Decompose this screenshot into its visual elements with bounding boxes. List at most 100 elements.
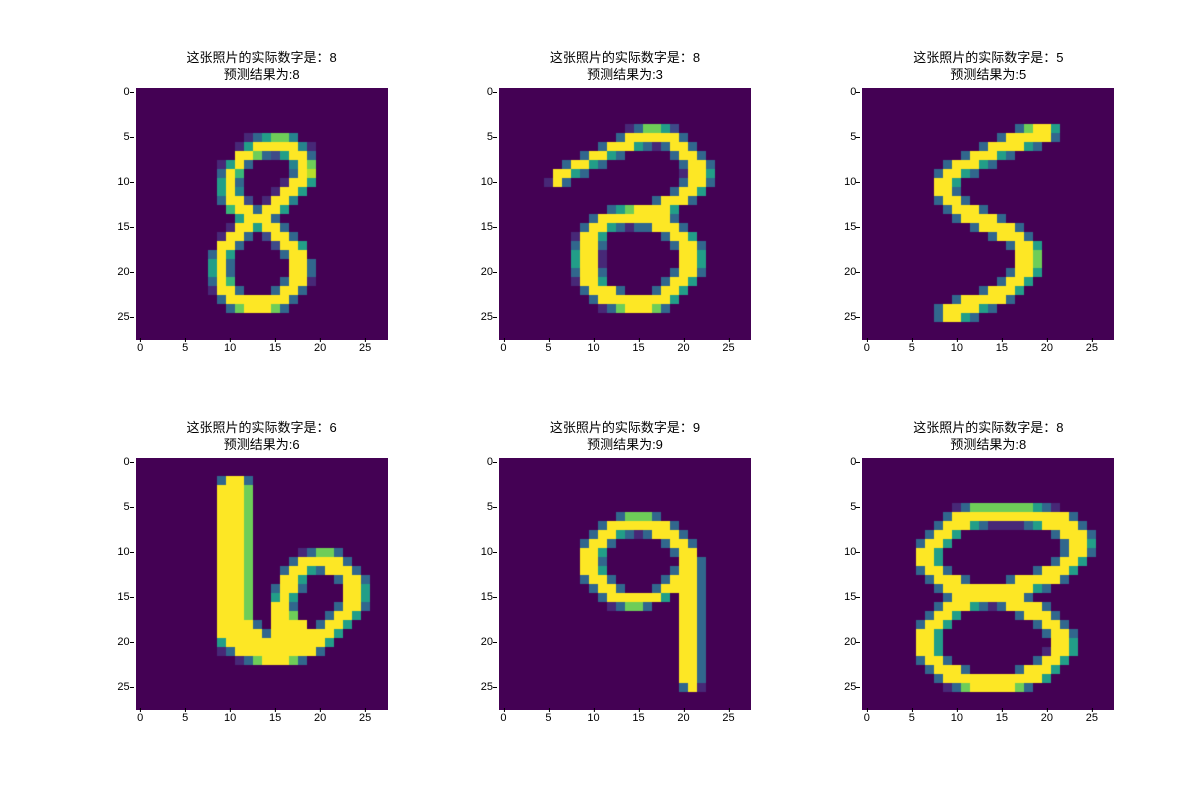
x-tick: 0: [500, 712, 506, 724]
x-tick: 0: [500, 342, 506, 354]
x-axis-ticks: 0 5 10 15 20 25: [862, 712, 1114, 726]
x-tick: 25: [359, 342, 371, 354]
y-tick: 5: [469, 131, 493, 143]
x-tick: 15: [632, 712, 644, 724]
y-tick: 25: [106, 681, 130, 693]
digit-image: [862, 88, 1114, 340]
subplot-2: 这张照片的实际数字是：5预测结果为:505101520250510152025: [827, 50, 1150, 400]
y-tick: 15: [106, 591, 130, 603]
y-tick: 10: [832, 546, 856, 558]
y-tick: 25: [832, 311, 856, 323]
x-tick: 20: [677, 712, 689, 724]
y-tick: 15: [832, 591, 856, 603]
subplot-title: 这张照片的实际数字是：9预测结果为:9: [550, 420, 700, 454]
y-tick: 0: [832, 86, 856, 98]
x-tick: 15: [632, 342, 644, 354]
x-tick: 5: [182, 712, 188, 724]
y-tick: 25: [832, 681, 856, 693]
title-actual-line: 这张照片的实际数字是：8: [913, 420, 1063, 437]
digit-image: [499, 458, 751, 710]
subplot-4: 这张照片的实际数字是：9预测结果为:9 05101520250510152025: [463, 420, 786, 770]
x-tick: 15: [996, 712, 1008, 724]
y-tick: 20: [106, 266, 130, 278]
x-tick: 5: [909, 342, 915, 354]
plot-area: 05101520250510152025: [136, 88, 388, 340]
x-tick: 15: [269, 712, 281, 724]
x-tick: 10: [951, 712, 963, 724]
y-tick: 5: [832, 131, 856, 143]
y-axis-ticks: 0510152025: [473, 88, 497, 340]
x-tick: 20: [1041, 342, 1053, 354]
subplot-1: 这张照片的实际数字是：8预测结果为:305101520250510152025: [463, 50, 786, 400]
y-tick: 20: [106, 636, 130, 648]
x-axis-ticks: 0510152025: [499, 712, 751, 726]
x-tick: 5: [545, 342, 551, 354]
y-tick: 25: [469, 681, 493, 693]
x-tick: 20: [677, 342, 689, 354]
subplot-title: 这张照片的实际数字是：8预测结果为:8: [913, 420, 1063, 454]
x-tick: 10: [224, 712, 236, 724]
title-predicted-line: 预测结果为:6: [187, 437, 337, 454]
subplot-title: 这张照片的实际数字是：6预测结果为:6: [187, 420, 337, 454]
subplot-title: 这张照片的实际数字是：8预测结果为:3: [550, 50, 700, 84]
subplot-title: 这张照片的实际数字是：5预测结果为:5: [913, 50, 1063, 84]
y-tick: 15: [469, 591, 493, 603]
x-tick: 25: [722, 712, 734, 724]
y-tick: 10: [832, 176, 856, 188]
x-tick: 5: [182, 342, 188, 354]
y-tick: 20: [469, 636, 493, 648]
subplot-title: 这张照片的实际数字是：8预测结果为:8: [187, 50, 337, 84]
plot-area: 05101520250510152025: [499, 458, 751, 710]
x-tick: 20: [314, 712, 326, 724]
plot-area: 05101520250510152025: [499, 88, 751, 340]
y-tick: 5: [106, 501, 130, 513]
y-axis-ticks: 0510152025: [473, 458, 497, 710]
x-axis-ticks: 0510152025: [136, 712, 388, 726]
y-tick: 25: [106, 311, 130, 323]
x-tick: 10: [224, 342, 236, 354]
x-tick: 0: [864, 342, 870, 354]
x-tick: 25: [1086, 342, 1098, 354]
y-axis-ticks: 0510152025: [836, 88, 860, 340]
plot-area: 05101520250510152025: [862, 88, 1114, 340]
plot-area: 05101520250510152025: [862, 458, 1114, 710]
y-tick: 0: [106, 456, 130, 468]
y-tick: 15: [832, 221, 856, 233]
y-tick: 10: [106, 176, 130, 188]
x-tick: 25: [722, 342, 734, 354]
y-tick: 25: [469, 311, 493, 323]
title-actual-line: 这张照片的实际数字是：9: [550, 420, 700, 437]
title-actual-line: 这张照片的实际数字是：6: [187, 420, 337, 437]
y-axis-ticks: 0510152025: [110, 88, 134, 340]
x-tick: 10: [587, 342, 599, 354]
y-axis-ticks: 0510152025: [836, 458, 860, 710]
y-tick: 10: [106, 546, 130, 558]
digit-image: [499, 88, 751, 340]
y-tick: 0: [469, 86, 493, 98]
x-tick: 25: [1086, 712, 1098, 724]
x-tick: 25: [359, 712, 371, 724]
title-predicted-line: 预测结果为:8: [913, 437, 1063, 454]
x-axis-ticks: 0510152025: [136, 342, 388, 356]
title-predicted-line: 预测结果为:5: [913, 67, 1063, 84]
digit-image: [136, 458, 388, 710]
x-tick: 5: [909, 712, 915, 724]
y-tick: 10: [469, 176, 493, 188]
y-tick: 15: [106, 221, 130, 233]
x-tick: 20: [1041, 712, 1053, 724]
subplot-0: 这张照片的实际数字是：8预测结果为:8 05101520250510152025: [100, 50, 423, 400]
y-tick: 10: [469, 546, 493, 558]
y-tick: 20: [832, 636, 856, 648]
y-tick: 5: [106, 131, 130, 143]
plot-area: 05101520250510152025: [136, 458, 388, 710]
subplot-5: 这张照片的实际数字是：8预测结果为:8 05101520250510152025: [827, 420, 1150, 770]
x-tick: 0: [864, 712, 870, 724]
y-tick: 15: [469, 221, 493, 233]
y-tick: 0: [469, 456, 493, 468]
title-predicted-line: 预测结果为:3: [550, 67, 700, 84]
x-tick: 20: [314, 342, 326, 354]
digit-image: [862, 458, 1114, 710]
y-tick: 0: [832, 456, 856, 468]
title-predicted-line: 预测结果为:9: [550, 437, 700, 454]
y-tick: 20: [469, 266, 493, 278]
